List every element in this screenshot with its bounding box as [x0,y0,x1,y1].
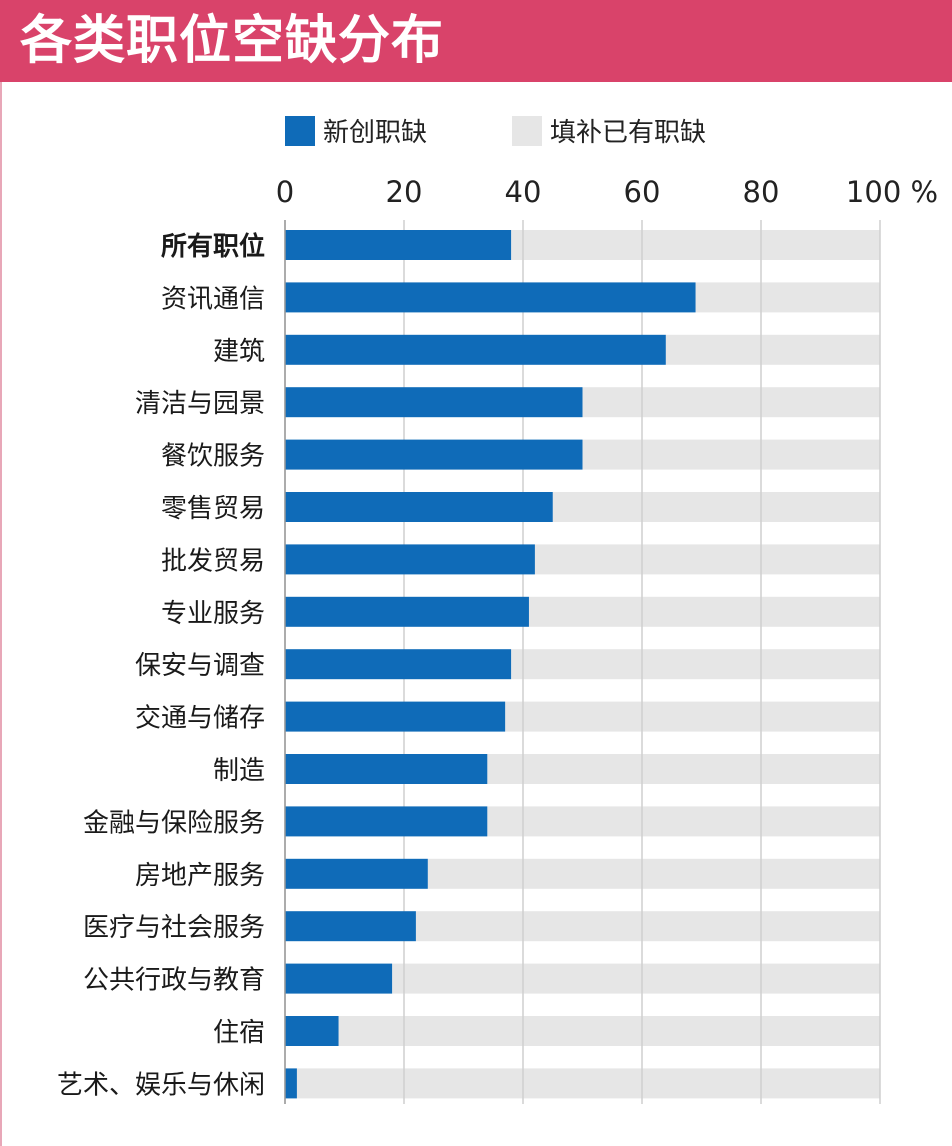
bar-existing [505,701,880,732]
bar-new [285,544,535,575]
x-tick-label: 0 [276,175,294,209]
bar-existing [392,963,880,994]
category-label: 保安与调查 [135,651,265,681]
bar-new [285,963,393,994]
legend-swatch [285,116,315,146]
x-tick-label: 20 [386,175,423,209]
category-label: 建筑 [213,337,265,367]
bar-existing [582,439,880,470]
category-label: 清洁与园景 [135,389,265,419]
category-label: 艺术、娱乐与休闲 [57,1070,265,1100]
category-label: 资讯通信 [161,284,265,314]
category-label: 交通与储存 [135,704,265,734]
bar-new [285,858,428,889]
chart-title: 各类职位空缺分布 [20,11,445,71]
bar-new [285,649,512,680]
bar-new [285,1068,297,1099]
category-label: 房地产服务 [135,861,265,891]
x-tick-label: 80 [743,175,780,209]
category-label: 专业服务 [161,599,265,629]
x-tick-label: 60 [624,175,661,209]
bar-new [285,334,666,365]
bar-new [285,439,583,470]
bar-new [285,387,583,418]
bar-existing [552,492,880,522]
category-label: 所有职位 [161,231,265,262]
bar-existing [487,754,880,784]
category-label: 公共行政与教育 [83,966,265,996]
bar-existing [665,334,880,365]
category-label: 金融与保险服务 [83,808,265,838]
chart-area: 新创职缺 填补已有职缺 0 20 40 60 80 100 % 所有职位资讯通信建筑清洁与园景餐… [0,82,952,1146]
legend-swatch [512,116,542,146]
bar-chart: 新创职缺 填补已有职缺 0 20 40 60 80 100 % 所有职位资讯通信建筑清洁与园景餐… [57,116,938,1104]
bar-new [285,806,488,837]
bar-existing [511,649,880,680]
category-label: 零售贸易 [161,494,265,524]
bar-existing [695,282,880,313]
bar-new [285,754,488,784]
bar-new [285,230,512,260]
bar-existing [427,858,880,889]
category-label: 批发贸易 [161,546,265,576]
bar-new [285,282,696,313]
bar-new [285,596,529,627]
bar-existing [415,911,880,942]
bar-existing [582,387,880,418]
bar-existing [534,544,880,575]
bar-new [285,701,506,732]
bar-existing [487,806,880,837]
category-label: 制造 [213,756,265,786]
bar-new [285,1016,339,1046]
bar-existing [296,1068,880,1099]
x-tick-label: 40 [505,175,542,209]
category-label: 住宿 [213,1018,265,1048]
bar-existing [511,230,880,260]
bar-new [285,911,416,942]
category-label: 医疗与社会服务 [83,913,265,943]
x-tick-label: 100 % [846,175,938,209]
legend-label: 填补已有职缺 [550,118,706,148]
bar-existing [528,596,880,627]
legend-label: 新创职缺 [323,118,427,148]
bar-new [285,492,553,522]
title-bar: 各类职位空缺分布 [0,0,952,82]
category-label: 餐饮服务 [161,442,265,472]
bar-existing [338,1016,880,1046]
